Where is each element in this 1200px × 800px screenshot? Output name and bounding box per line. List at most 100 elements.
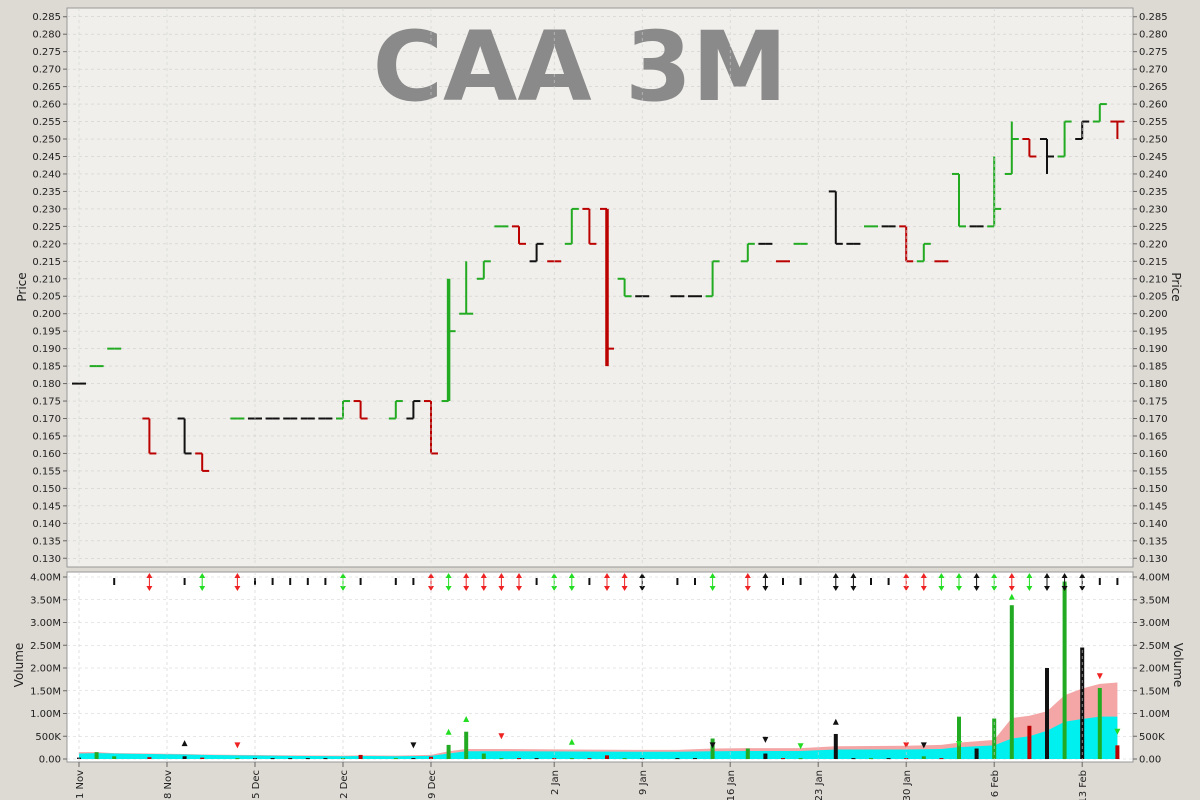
volume-bar bbox=[1080, 647, 1085, 759]
chart-title: CAA 3M bbox=[373, 11, 788, 123]
signal-marker-down bbox=[516, 586, 522, 591]
price-tick-label: 0.175 bbox=[32, 397, 61, 408]
volume-tick-label: 1.00M bbox=[1139, 709, 1170, 720]
volume-bar bbox=[517, 758, 521, 760]
price-tick-label: 0.270 bbox=[32, 65, 61, 76]
signal-marker-down bbox=[1061, 586, 1068, 591]
price-tick-label: 0.265 bbox=[1139, 82, 1168, 93]
price-tick-label: 0.160 bbox=[1139, 449, 1168, 460]
date-tick-label: 30 Jan bbox=[902, 770, 913, 800]
price-tick-labels: 0.130 0.130 0.135 0.135 0.140 0.140 0.145 0.145… bbox=[32, 12, 1167, 565]
signal-marker-up bbox=[234, 573, 241, 578]
signal-marker-down bbox=[903, 586, 910, 591]
volume-bar bbox=[675, 758, 680, 760]
price-panel bbox=[66, 7, 1134, 568]
price-tick-label: 0.265 bbox=[32, 82, 61, 93]
signal-marker-down bbox=[621, 586, 628, 591]
signal-marker-down bbox=[480, 586, 487, 591]
price-tick-label: 0.140 bbox=[1139, 519, 1168, 530]
price-tick-label: 0.210 bbox=[32, 274, 61, 285]
volume-bar bbox=[305, 758, 310, 760]
price-tick-label: 0.155 bbox=[32, 466, 61, 477]
price-tick-label: 0.255 bbox=[32, 117, 61, 128]
price-tick-label: 0.190 bbox=[32, 344, 61, 355]
signal-marker-up bbox=[744, 573, 751, 578]
price-tick-label: 0.180 bbox=[1139, 379, 1168, 390]
price-tick-label: 0.225 bbox=[32, 222, 61, 233]
volume-bar bbox=[534, 758, 539, 760]
price-tick-label: 0.205 bbox=[32, 292, 61, 303]
volume-bar bbox=[112, 756, 117, 759]
price-tick-label: 0.250 bbox=[1139, 135, 1168, 146]
signal-marker-up bbox=[146, 573, 153, 578]
price-axis-label-left: Price bbox=[15, 272, 29, 301]
signal-marker-up bbox=[762, 573, 769, 578]
price-tick-label: 0.165 bbox=[32, 431, 61, 442]
volume-tick-label: 2.00M bbox=[1139, 664, 1170, 675]
volume-arrow bbox=[410, 742, 417, 749]
signal-marker-down bbox=[428, 586, 434, 591]
signal-marker-up bbox=[991, 573, 998, 578]
price-tick-label: 0.220 bbox=[1139, 239, 1168, 250]
price-tick-label: 0.270 bbox=[1139, 65, 1168, 76]
signal-marker-down bbox=[709, 586, 716, 591]
volume-bar bbox=[429, 756, 433, 759]
volume-arrow bbox=[762, 736, 769, 743]
volume-bar bbox=[270, 758, 275, 760]
volume-bar bbox=[569, 758, 574, 760]
volume-bar bbox=[622, 758, 627, 760]
volume-bar bbox=[605, 755, 609, 759]
date-tick-label: 23 Jan bbox=[814, 770, 825, 800]
volume-tick-label: 2.50M bbox=[1139, 641, 1170, 652]
volume-arrow bbox=[1008, 593, 1015, 600]
signal-marker-down bbox=[1026, 586, 1033, 591]
volume-tick-label: 4.00M bbox=[30, 573, 61, 584]
volume-tick-label: 3.00M bbox=[30, 618, 61, 629]
signal-marker-up bbox=[199, 573, 206, 578]
signal-marker-down bbox=[463, 586, 470, 591]
signal-marker-down bbox=[832, 586, 839, 591]
date-tick-label: 19 Dec bbox=[427, 770, 438, 800]
signal-marker-down bbox=[1079, 586, 1086, 591]
volume-bar bbox=[921, 756, 926, 759]
date-tick-label: 13 Feb bbox=[1078, 770, 1089, 800]
signal-marker-down bbox=[1008, 586, 1015, 591]
price-tick-label: 0.150 bbox=[32, 484, 61, 495]
signal-marker-down bbox=[938, 586, 945, 591]
volume-arrow bbox=[903, 742, 910, 749]
price-tick-label: 0.215 bbox=[32, 257, 61, 268]
price-tick-label: 0.210 bbox=[1139, 274, 1168, 285]
signal-marker-down bbox=[604, 586, 610, 591]
volume-bar bbox=[939, 758, 944, 760]
signal-marker-up bbox=[340, 573, 346, 578]
signal-marker-down bbox=[340, 586, 346, 591]
volume-bar bbox=[446, 744, 451, 759]
signal-marker-down bbox=[973, 586, 980, 591]
signal-marker-down bbox=[568, 586, 575, 591]
signal-marker-up bbox=[480, 573, 487, 578]
volume-bar bbox=[798, 758, 803, 760]
date-tick-label: 6 Feb bbox=[990, 770, 1001, 797]
price-tick-label: 0.200 bbox=[1139, 309, 1168, 320]
signal-marker-up bbox=[1079, 573, 1086, 578]
signal-marker-down bbox=[445, 586, 452, 591]
volume-bar bbox=[393, 758, 398, 760]
price-tick-label: 0.175 bbox=[1139, 397, 1168, 408]
price-tick-label: 0.185 bbox=[32, 362, 61, 373]
date-tick-labels: 21 Nov 28 Nov 5 Dec 12 Dec 19 Dec 2 Jan 9 Jan 1… bbox=[75, 8, 1089, 800]
signal-marker-up bbox=[1026, 573, 1033, 578]
volume-bar bbox=[992, 718, 997, 759]
price-tick-label: 0.135 bbox=[32, 536, 61, 547]
volume-tick-label: 0.00 bbox=[1139, 755, 1161, 766]
signal-marker-up bbox=[621, 573, 628, 578]
price-tick-label: 0.280 bbox=[1139, 30, 1168, 41]
price-tick-label: 0.195 bbox=[1139, 327, 1168, 338]
price-tick-label: 0.285 bbox=[1139, 12, 1168, 23]
volume-bar bbox=[869, 758, 873, 760]
volume-bar bbox=[886, 758, 891, 760]
signal-marker-down bbox=[146, 586, 153, 591]
volume-arrow bbox=[709, 742, 716, 749]
volume-bar bbox=[781, 758, 785, 760]
date-tick-label: 16 Jan bbox=[726, 770, 737, 800]
